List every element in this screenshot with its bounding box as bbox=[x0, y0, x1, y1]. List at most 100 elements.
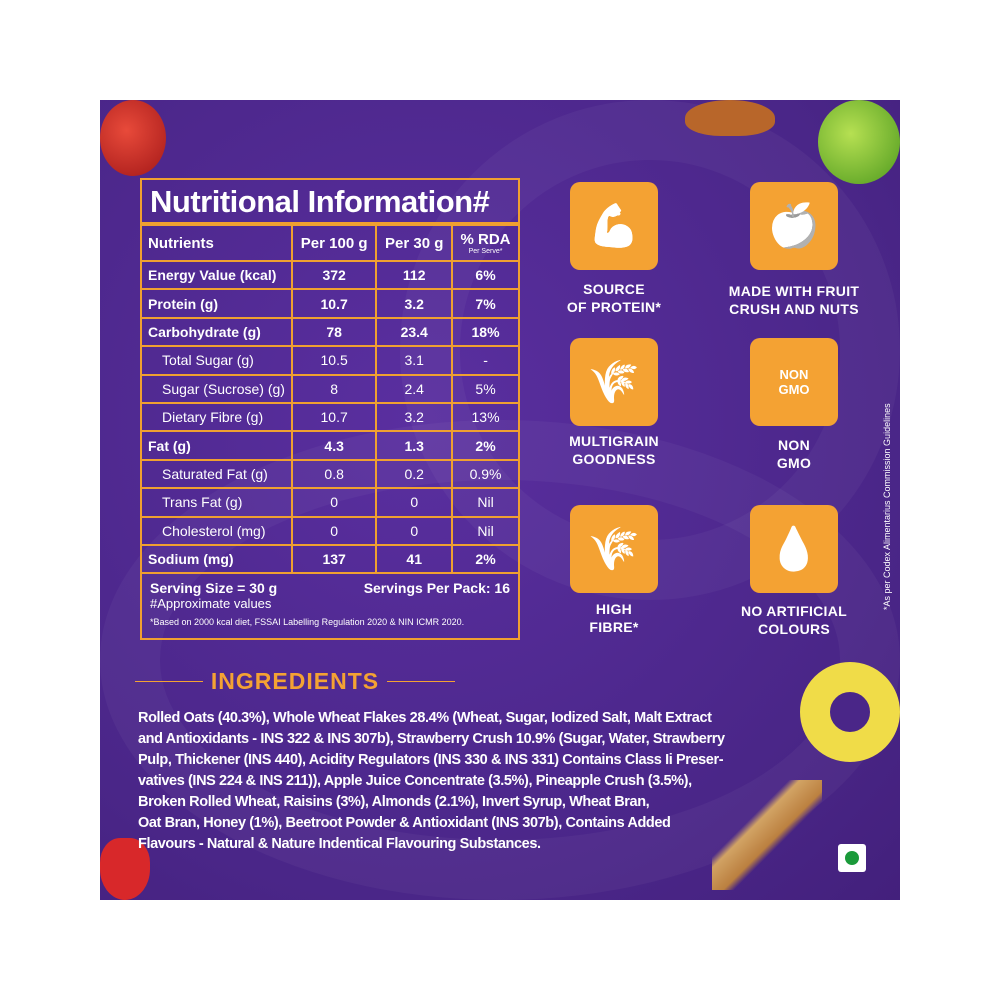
value-per-30g: 2.4 bbox=[375, 373, 454, 404]
nutrient-name: Protein (g) bbox=[142, 288, 293, 319]
value-rda: 5% bbox=[451, 373, 518, 404]
nutrition-table: Nutritional Information# Nutrients Per 1… bbox=[140, 178, 520, 640]
ingredients-line: Oat Bran, Honey (1%), Beetroot Powder & … bbox=[138, 815, 671, 831]
value-per-30g: 0.2 bbox=[375, 458, 454, 490]
value-rda: Nil bbox=[451, 515, 518, 546]
header-nutrients: Nutrients bbox=[142, 224, 293, 262]
ingredients-line: Flavours - Natural & Nature Indentical F… bbox=[138, 836, 541, 852]
table-row: Cholesterol (mg) 0 0 Nil bbox=[142, 515, 518, 546]
table-row: Saturated Fat (g) 0.8 0.2 0.9% bbox=[142, 458, 518, 490]
divider bbox=[135, 680, 203, 683]
feature-label: NO ARTIFICIAL COLOURS bbox=[714, 602, 874, 638]
value-rda: 6% bbox=[451, 259, 518, 291]
table-row: Trans Fat (g) 0 0 Nil bbox=[142, 487, 518, 518]
serving-size: Serving Size = 30 g bbox=[150, 580, 278, 597]
nutrient-name: Trans Fat (g) bbox=[142, 487, 293, 518]
value-per-100g: 0 bbox=[290, 515, 378, 546]
ingredients-line: and Antioxidants - INS 322 & INS 307b), … bbox=[138, 731, 725, 747]
divider bbox=[387, 680, 455, 683]
value-rda: 7% bbox=[451, 288, 518, 319]
feature-label-line: CRUSH AND NUTS bbox=[729, 301, 859, 317]
feature-label-line: HIGH bbox=[595, 601, 633, 617]
nutrition-title: Nutritional Information# bbox=[142, 180, 518, 224]
table-row: Sugar (Sucrose) (g) 8 2.4 5% bbox=[142, 373, 518, 404]
header-per-30g: Per 30 g bbox=[375, 224, 454, 262]
value-rda: 2% bbox=[451, 543, 518, 575]
table-footer: Serving Size = 30 g Servings Per Pack: 16… bbox=[142, 574, 518, 633]
feature-label: MADE WITH FRUIT CRUSH AND NUTS bbox=[714, 282, 874, 318]
ingredients-heading: INGREDIENTS bbox=[135, 668, 455, 695]
value-per-100g: 372 bbox=[290, 259, 378, 291]
value-rda: - bbox=[451, 345, 518, 376]
feature-label-line: SOURCE bbox=[583, 281, 645, 297]
value-rda: 13% bbox=[451, 401, 518, 433]
almonds-image bbox=[685, 100, 775, 136]
feature-label: SOURCE OF PROTEIN* bbox=[534, 280, 694, 316]
value-per-30g: 1.3 bbox=[375, 430, 454, 461]
pineapple-ring-image bbox=[800, 662, 900, 762]
value-per-100g: 0.8 bbox=[290, 458, 378, 490]
value-per-100g: 137 bbox=[290, 543, 378, 575]
nutrition-panel: Nutritional Information# Nutrients Per 1… bbox=[100, 100, 900, 900]
ingredients-line: Rolled Oats (40.3%), Whole Wheat Flakes … bbox=[138, 710, 712, 726]
value-per-30g: 3.2 bbox=[375, 401, 454, 433]
value-rda: 2% bbox=[451, 430, 518, 461]
feature-label: HIGH FIBRE* bbox=[534, 600, 694, 636]
value-per-30g: 3.1 bbox=[375, 345, 454, 376]
ingredients-line: Broken Rolled Wheat, Raisins (3%), Almon… bbox=[138, 794, 650, 810]
table-row: Carbohydrate (g) 78 23.4 18% bbox=[142, 316, 518, 348]
nutrient-name: Sugar (Sucrose) (g) bbox=[142, 373, 293, 404]
value-per-30g: 23.4 bbox=[375, 316, 454, 348]
ingredients-title: INGREDIENTS bbox=[210, 668, 380, 694]
nutrient-name: Total Sugar (g) bbox=[142, 345, 293, 376]
nutrient-name: Saturated Fat (g) bbox=[142, 458, 293, 490]
feature-label-line: OF PROTEIN* bbox=[566, 299, 662, 315]
fruit-nuts-icon: 🍎 bbox=[750, 182, 838, 270]
non-gmo-icon: NON GMO bbox=[750, 338, 838, 426]
strawberry-image bbox=[100, 838, 150, 900]
table-row: Energy Value (kcal) 372 112 6% bbox=[142, 259, 518, 291]
feature-label-line: MULTIGRAIN bbox=[569, 433, 659, 449]
feature-label: MULTIGRAIN GOODNESS bbox=[534, 432, 694, 468]
nutrient-name: Carbohydrate (g) bbox=[142, 316, 293, 348]
value-per-30g: 112 bbox=[375, 259, 454, 291]
nutrient-name: Fat (g) bbox=[142, 430, 293, 461]
value-per-100g: 78 bbox=[290, 316, 378, 348]
value-per-100g: 8 bbox=[290, 373, 378, 404]
value-per-30g: 0 bbox=[375, 515, 454, 546]
value-per-100g: 10.5 bbox=[290, 345, 378, 376]
ingredients-line: vatives (INS 224 & INS 211)), Apple Juic… bbox=[138, 773, 692, 789]
value-per-100g: 10.7 bbox=[290, 401, 378, 433]
value-rda: 18% bbox=[451, 316, 518, 348]
feature-label-line: GOODNESS bbox=[572, 451, 656, 467]
flexed-arm-icon: 💪 bbox=[570, 182, 658, 270]
value-per-30g: 0 bbox=[375, 487, 454, 518]
approx-note: #Approximate values bbox=[150, 596, 272, 612]
feature-label-line: MADE WITH FRUIT bbox=[728, 283, 860, 299]
apple-image bbox=[100, 100, 166, 176]
servings-per-pack: Servings Per Pack: 16 bbox=[363, 580, 510, 597]
header-per-100g: Per 100 g bbox=[290, 224, 378, 262]
feature-label: NON GMO bbox=[714, 436, 874, 472]
table-row: Protein (g) 10.7 3.2 7% bbox=[142, 288, 518, 319]
grain-icon: 🌾 bbox=[570, 338, 658, 426]
wheat-icon: 🌾 bbox=[570, 505, 658, 593]
table-row: Dietary Fibre (g) 10.7 3.2 13% bbox=[142, 401, 518, 433]
rda-note: *Based on 2000 kcal diet, FSSAI Labellin… bbox=[150, 617, 465, 628]
rda-sub-label: Per Serve* bbox=[468, 248, 503, 255]
value-per-30g: 41 bbox=[375, 543, 454, 575]
codex-note: *As per Codex Alimentarius Commission Gu… bbox=[882, 403, 892, 610]
nutrient-name: Cholesterol (mg) bbox=[142, 515, 293, 546]
rda-label: % RDA bbox=[460, 231, 511, 248]
feature-label-line: NON bbox=[777, 437, 810, 453]
value-rda: 0.9% bbox=[451, 458, 518, 490]
ingredients-text: Rolled Oats (40.3%), Whole Wheat Flakes … bbox=[138, 708, 725, 855]
table-row: Sodium (mg) 137 41 2% bbox=[142, 543, 518, 575]
value-per-100g: 0 bbox=[290, 487, 378, 518]
feature-label-line: COLOURS bbox=[757, 621, 831, 637]
feature-label-line: GMO bbox=[776, 455, 812, 471]
value-rda: Nil bbox=[451, 487, 518, 518]
feature-label-line: FIBRE* bbox=[589, 619, 639, 635]
value-per-100g: 4.3 bbox=[290, 430, 378, 461]
table-row: Total Sugar (g) 10.5 3.1- bbox=[142, 345, 518, 376]
